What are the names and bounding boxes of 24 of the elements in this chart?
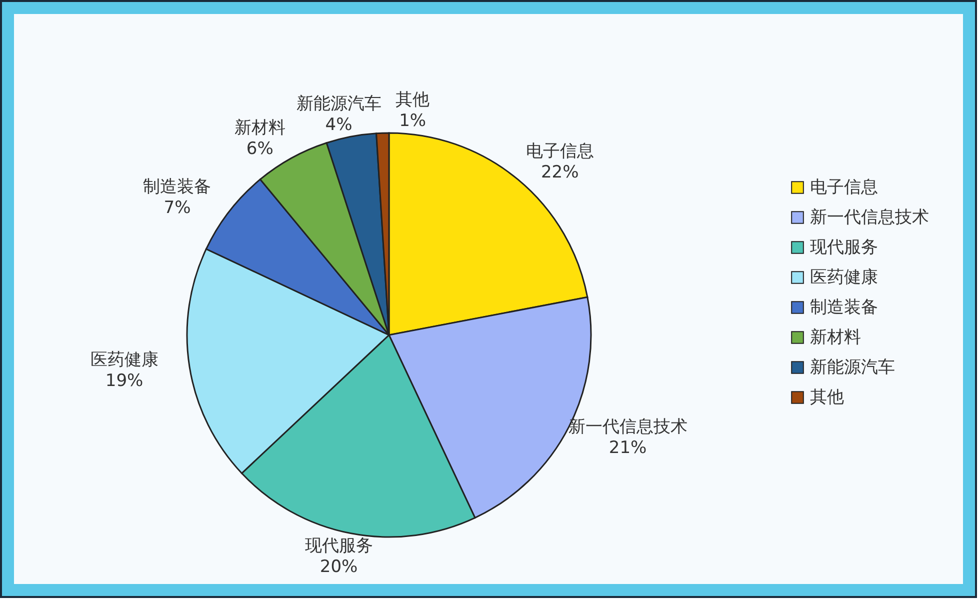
slice-label: 制造装备 xyxy=(143,177,212,198)
data-label: 7% xyxy=(164,198,191,218)
data-label: 19% xyxy=(105,371,144,392)
slice-label: 新材料 xyxy=(234,118,286,138)
legend-label: 新能源汽车 xyxy=(810,358,895,378)
slice-label: 医药健康 xyxy=(90,350,158,370)
slice-label: 新能源汽车 xyxy=(296,94,382,114)
slice-label: 现代服务 xyxy=(304,536,373,556)
legend-label: 新材料 xyxy=(810,328,861,348)
data-label: 20% xyxy=(320,557,358,578)
data-label: 6% xyxy=(246,138,274,159)
slice-label: 其他 xyxy=(396,90,430,110)
legend-label: 制造装备 xyxy=(810,298,878,318)
legend-label: 新一代信息技术 xyxy=(810,208,929,228)
legend-label: 电子信息 xyxy=(810,178,878,198)
slice-label: 新一代信息技术 xyxy=(568,417,688,438)
legend-label: 现代服务 xyxy=(810,238,878,258)
data-label: 22% xyxy=(540,162,579,183)
slice-label: 电子信息 xyxy=(526,142,594,162)
data-label: 21% xyxy=(608,438,647,458)
data-label: 4% xyxy=(325,114,352,135)
legend-label: 其他 xyxy=(810,388,844,408)
legend-label: 医药健康 xyxy=(810,268,878,288)
data-label: 1% xyxy=(399,111,426,132)
